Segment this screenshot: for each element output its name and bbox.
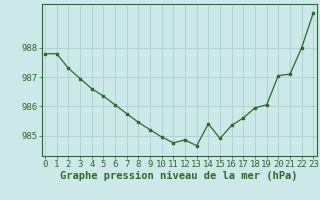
X-axis label: Graphe pression niveau de la mer (hPa): Graphe pression niveau de la mer (hPa) [60,171,298,181]
